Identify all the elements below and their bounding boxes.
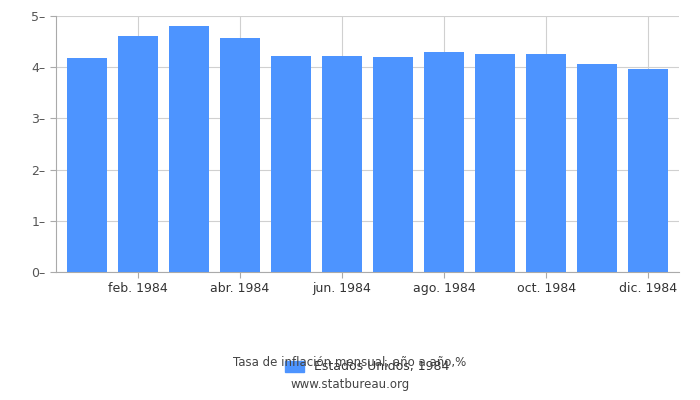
Text: www.statbureau.org: www.statbureau.org <box>290 378 410 391</box>
Bar <box>373 58 413 272</box>
Bar <box>475 54 515 272</box>
Bar <box>424 52 464 272</box>
Bar <box>169 26 209 272</box>
Bar <box>322 56 362 272</box>
Bar <box>118 36 158 272</box>
Bar <box>66 58 106 272</box>
Bar <box>629 69 668 272</box>
Bar <box>271 56 311 272</box>
Bar <box>578 64 617 272</box>
Legend: Estados Unidos, 1984: Estados Unidos, 1984 <box>281 355 454 378</box>
Bar <box>220 38 260 272</box>
Bar <box>526 54 566 272</box>
Text: Tasa de inflación mensual, año a año,%: Tasa de inflación mensual, año a año,% <box>233 356 467 369</box>
